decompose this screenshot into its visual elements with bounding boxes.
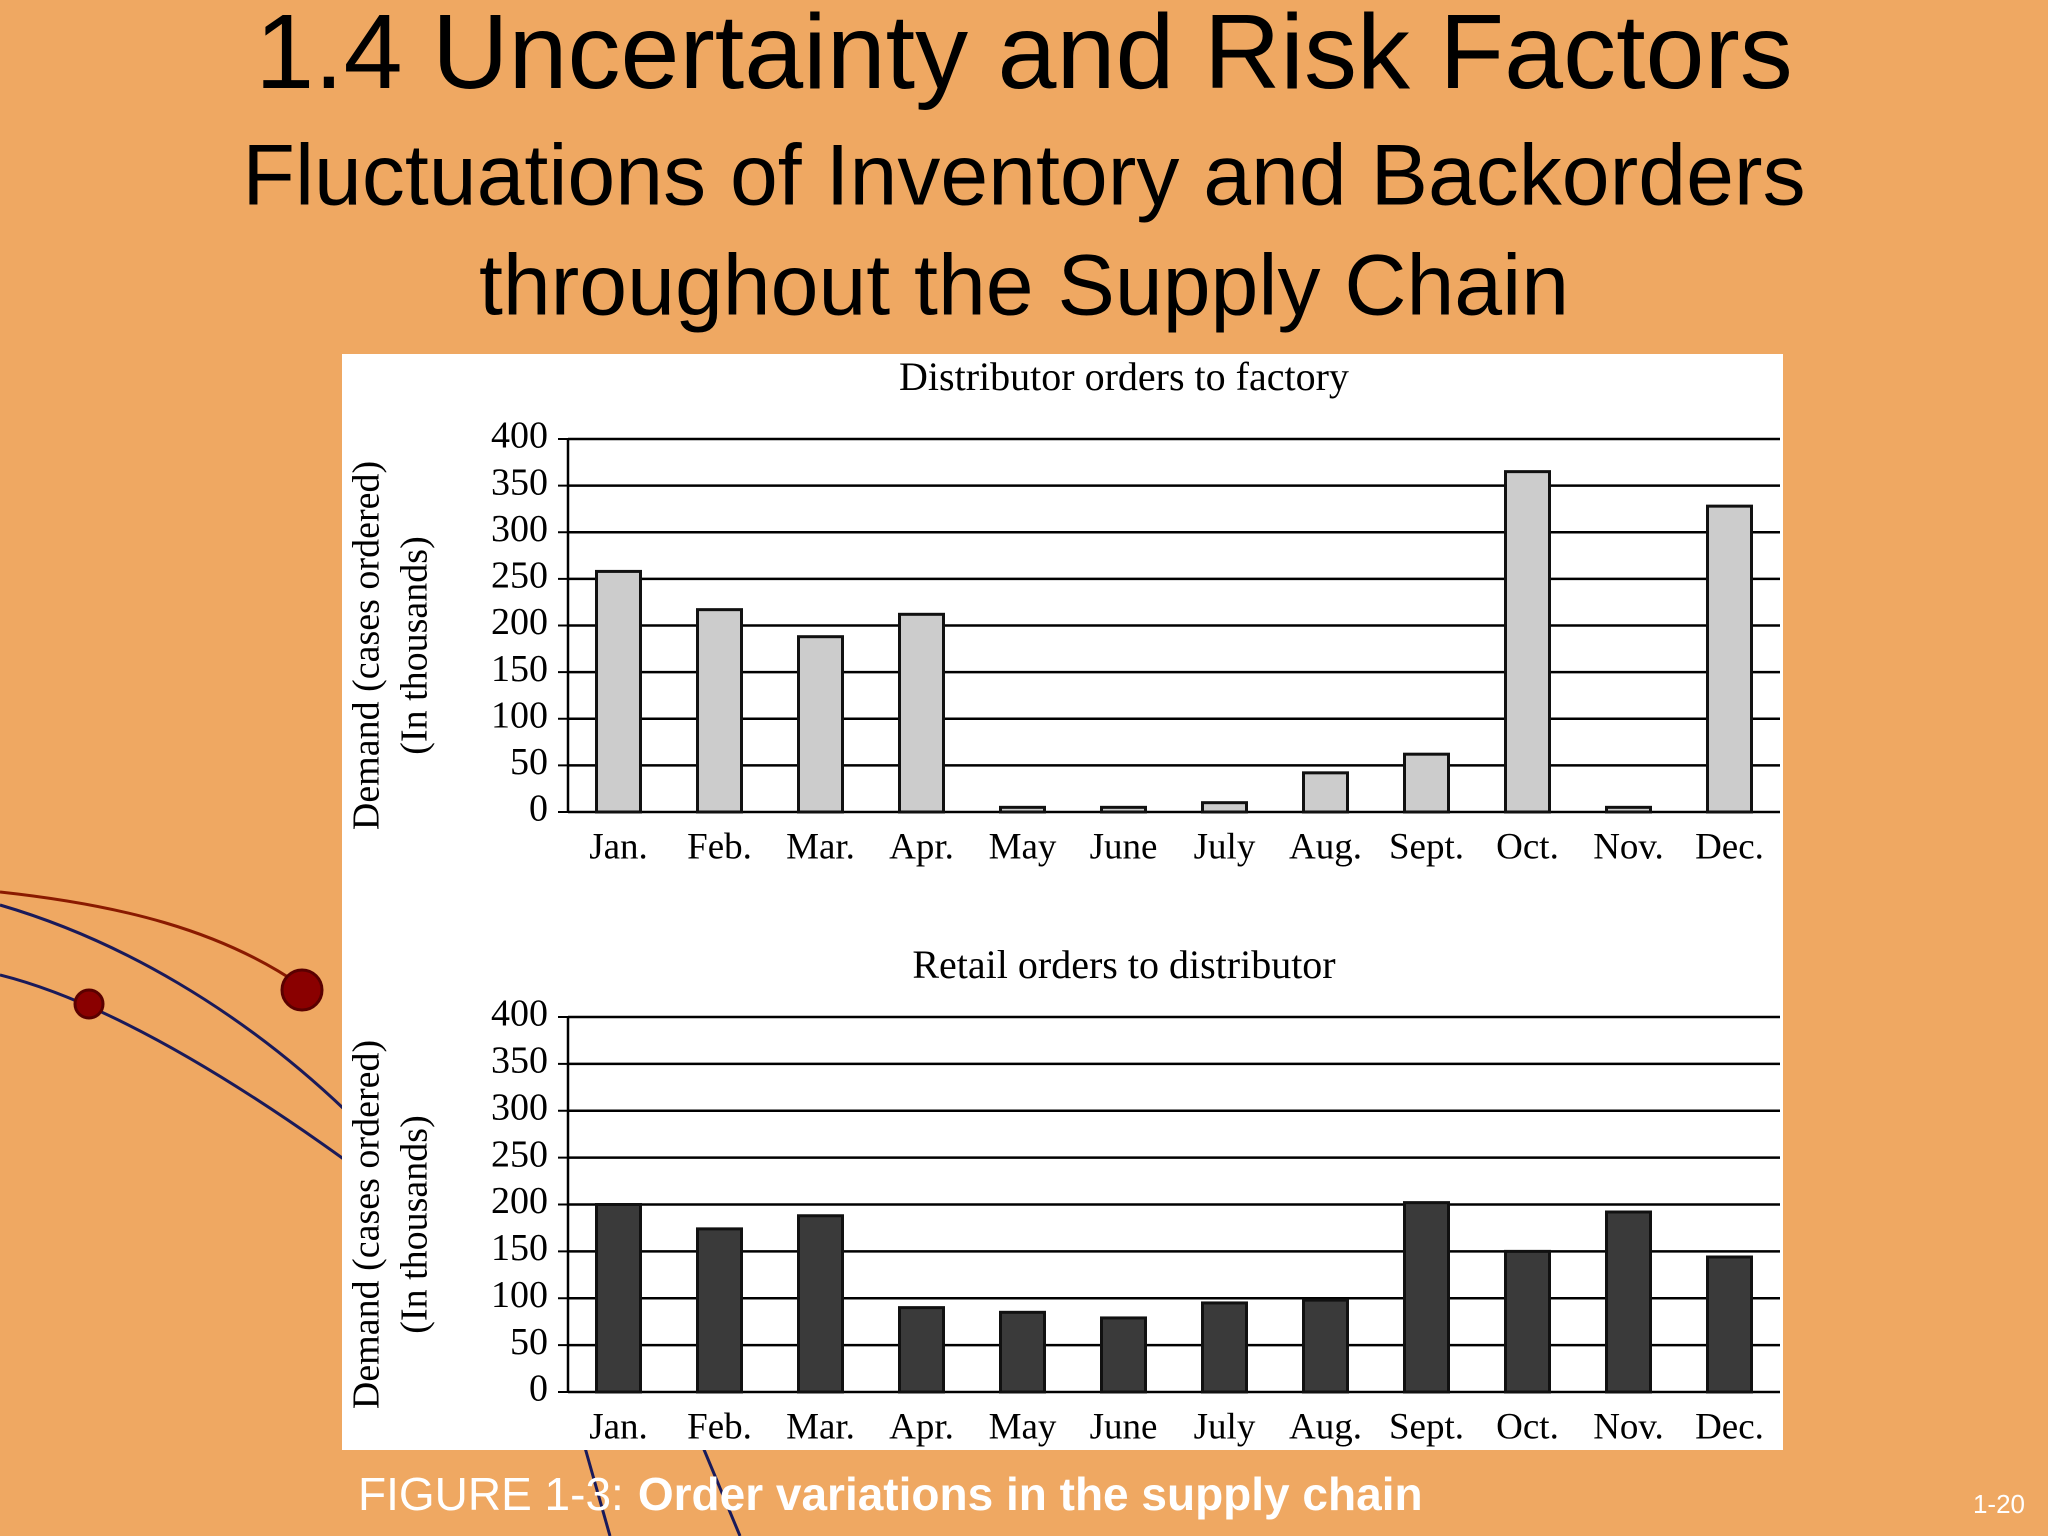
bar [595,569,642,814]
y-axis-label: (In thousands) [394,1115,436,1333]
x-tick-label: Mar. [786,826,855,867]
deco-dot [73,988,105,1020]
x-tick-label: Jan. [589,1406,648,1447]
x-tick-label: Feb. [687,826,752,867]
bar [696,1227,743,1394]
x-tick-label: Jan. [589,826,648,867]
y-axis-label: Demand (cases ordered) [346,1040,388,1409]
y-tick-label: 50 [510,1321,548,1363]
bar [1302,1298,1349,1394]
bar [999,805,1046,814]
figure-panel [342,354,1783,1450]
bar [999,1310,1046,1394]
x-tick-label: Dec. [1695,1406,1764,1447]
x-tick-label: Oct. [1496,1406,1559,1447]
deco-dot [280,968,324,1012]
y-tick-label: 250 [491,555,548,597]
x-tick-label: Aug. [1289,1406,1362,1447]
x-tick-label: Nov. [1593,826,1664,867]
bar [1100,1316,1147,1394]
y-tick-label: 0 [529,788,548,830]
bar [595,1203,642,1394]
bar [1706,1255,1753,1394]
bar [797,1214,844,1394]
bar [1403,1201,1450,1394]
decoration [0,890,742,1536]
bar [1706,504,1753,814]
y-tick-label: 50 [510,741,548,783]
caption-text: Order variations in the supply chain [638,1468,1423,1520]
y-tick-label: 200 [491,601,548,643]
y-axis-label: Demand (cases ordered) [346,461,388,830]
y-tick-label: 350 [491,1040,548,1082]
bar [696,608,743,814]
bar [1504,1249,1551,1394]
bar [797,635,844,814]
y-tick-label: 300 [491,508,548,550]
x-tick-label: June [1090,826,1158,867]
x-tick-label: Sept. [1389,1406,1464,1447]
deco-line [0,903,347,1112]
bar [1201,801,1248,814]
x-tick-label: Mar. [786,1406,855,1447]
x-tick-label: May [989,826,1057,867]
x-tick-label: Feb. [687,1406,752,1447]
chart-title: Distributor orders to factory [899,354,1349,399]
y-tick-label: 150 [491,648,548,690]
bar [1100,805,1147,814]
bar [1201,1301,1248,1394]
x-tick-label: Sept. [1389,826,1464,867]
slide-subtitle: throughout the Supply Chain [479,238,1569,334]
y-tick-label: 100 [491,1274,548,1316]
chart-title: Retail orders to distributor [912,942,1335,987]
y-tick-label: 200 [491,1180,548,1222]
y-tick-label: 350 [491,461,548,503]
x-tick-label: Nov. [1593,1406,1664,1447]
caption-label: FIGURE 1-3: [358,1468,624,1520]
x-tick-label: Apr. [889,826,954,867]
bar [1605,1210,1652,1394]
caption: FIGURE 1-3: Order variations in the suppl… [358,1468,1423,1520]
charts: Distributor orders to factory Demand (cas… [346,354,1780,1447]
x-tick-label: July [1194,1406,1256,1447]
x-tick-label: June [1090,1406,1158,1447]
bar [1504,470,1551,814]
y-axis-label: (In thousands) [394,536,436,754]
x-tick-label: Apr. [889,1406,954,1447]
slide-title: 1.4 Uncertainty and Risk Factors [255,0,1793,111]
slide-subtitle: Fluctuations of Inventory and Backorders [242,128,1805,224]
x-tick-label: July [1194,826,1256,867]
deco-line [0,973,346,1162]
bar [1403,752,1450,814]
x-tick-label: Aug. [1289,826,1362,867]
y-tick-label: 0 [529,1368,548,1410]
x-tick-label: May [989,1406,1057,1447]
y-tick-label: 100 [491,694,548,736]
bar [898,1306,945,1394]
bar [898,612,945,814]
y-tick-label: 400 [491,415,548,457]
y-tick-label: 250 [491,1133,548,1175]
bar [1302,771,1349,814]
y-tick-label: 150 [491,1227,548,1269]
y-tick-label: 400 [491,993,548,1035]
bar [1605,805,1652,814]
deco-line [0,890,301,987]
page-number: 1-20 [1973,1489,2025,1519]
x-tick-label: Oct. [1496,826,1559,867]
y-tick-label: 300 [491,1086,548,1128]
x-tick-label: Dec. [1695,826,1764,867]
